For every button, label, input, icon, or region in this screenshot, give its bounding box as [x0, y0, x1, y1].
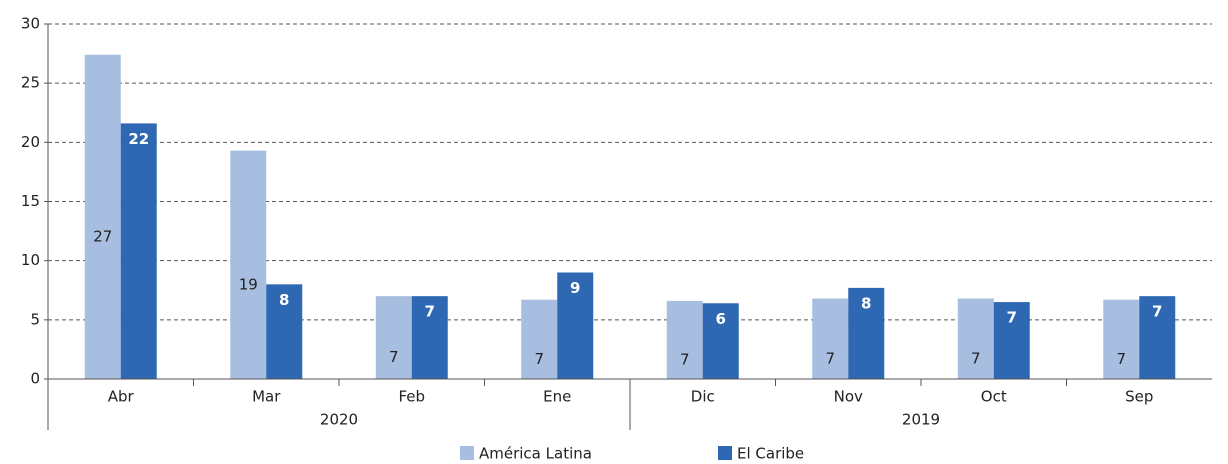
legend-swatch: [460, 446, 474, 460]
legend-label: El Caribe: [737, 445, 804, 463]
y-tick-label: 0: [30, 370, 40, 388]
bar: [957, 298, 994, 379]
value-label: 19: [239, 275, 258, 293]
group-label: 2020: [320, 411, 358, 429]
value-label: 7: [825, 349, 835, 367]
bar: [666, 300, 703, 379]
x-tick-label: Dic: [691, 388, 715, 406]
x-tick-label: Oct: [981, 388, 1007, 406]
x-tick-label: Sep: [1125, 388, 1153, 406]
bar: [266, 284, 303, 379]
legend-swatch: [718, 446, 732, 460]
value-label: 7: [1152, 303, 1162, 321]
value-label: 6: [716, 310, 726, 328]
value-label: 7: [971, 349, 981, 367]
value-label: 7: [425, 303, 435, 321]
value-label: 7: [534, 350, 544, 368]
y-tick-label: 5: [30, 310, 40, 328]
value-label: 9: [570, 279, 580, 297]
value-label: 7: [1116, 350, 1126, 368]
value-label: 8: [279, 291, 289, 309]
bar: [702, 303, 739, 379]
value-label: 7: [1007, 309, 1017, 327]
x-tick-label: Feb: [398, 388, 425, 406]
y-tick-label: 30: [21, 15, 40, 33]
bar: [521, 299, 558, 379]
y-tick-label: 10: [21, 251, 40, 269]
y-tick-label: 25: [21, 74, 40, 92]
x-tick-label: Ene: [543, 388, 571, 406]
x-tick-label: Nov: [834, 388, 863, 406]
value-label: 7: [389, 348, 399, 366]
legend-label: América Latina: [479, 445, 592, 463]
value-label: 27: [93, 227, 112, 245]
value-label: 22: [128, 130, 149, 148]
y-tick-label: 20: [21, 133, 40, 151]
bar: [411, 296, 448, 379]
y-tick-label: 15: [21, 192, 40, 210]
group-label: 2019: [902, 411, 940, 429]
bar: [375, 296, 412, 379]
bar: [230, 150, 267, 379]
bar: [84, 54, 121, 380]
bar: [812, 298, 849, 379]
value-label: 8: [861, 294, 871, 312]
bar: [1103, 299, 1140, 379]
bar: [993, 302, 1030, 379]
value-label: 7: [680, 350, 690, 368]
x-tick-label: Mar: [252, 388, 281, 406]
x-tick-label: Abr: [108, 388, 135, 406]
bar: [120, 123, 157, 380]
bar: [848, 287, 885, 379]
bar: [557, 272, 594, 379]
bar: [1139, 296, 1176, 379]
